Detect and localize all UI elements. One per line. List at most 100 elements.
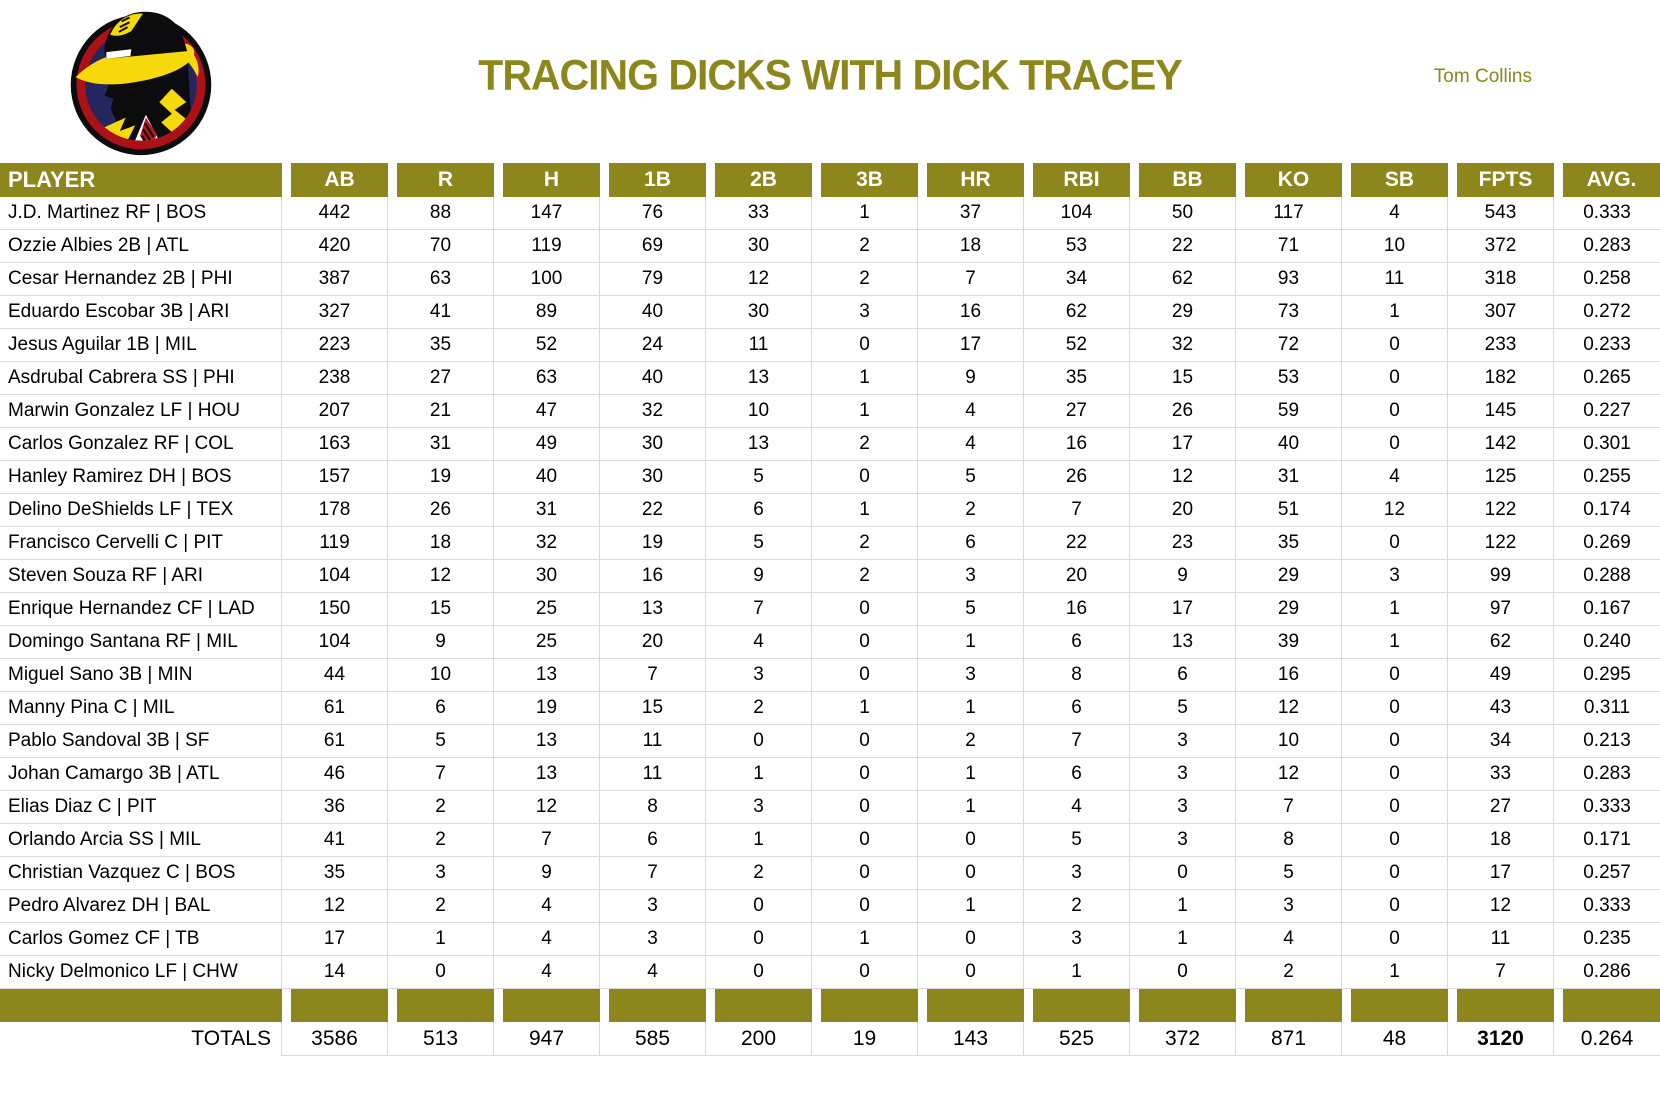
stat-cell[interactable]: 125	[1448, 461, 1554, 494]
stat-cell[interactable]: 0	[1342, 428, 1448, 461]
stat-cell[interactable]: 0.333	[1554, 197, 1660, 230]
column-header-player[interactable]: PLAYER	[0, 163, 282, 197]
totals-cell[interactable]: 3586	[282, 1022, 388, 1056]
stat-cell[interactable]: 16	[918, 296, 1024, 329]
stat-cell[interactable]: 5	[706, 461, 812, 494]
stat-cell[interactable]: 3	[1130, 791, 1236, 824]
stat-cell[interactable]: 47	[494, 395, 600, 428]
stat-cell[interactable]: 2	[812, 230, 918, 263]
stat-cell[interactable]: 0	[812, 824, 918, 857]
stat-cell[interactable]: 17	[1448, 857, 1554, 890]
totals-cell[interactable]: 19	[812, 1022, 918, 1056]
stat-cell[interactable]: 1	[1342, 593, 1448, 626]
stat-cell[interactable]: 7	[918, 263, 1024, 296]
stat-cell[interactable]: 0.272	[1554, 296, 1660, 329]
stat-cell[interactable]: 17	[1130, 428, 1236, 461]
stat-cell[interactable]: 4	[1024, 791, 1130, 824]
stat-cell[interactable]: 6	[706, 494, 812, 527]
stat-cell[interactable]: 26	[1130, 395, 1236, 428]
stat-cell[interactable]: 4	[1342, 461, 1448, 494]
stat-cell[interactable]: 5	[1130, 692, 1236, 725]
player-cell[interactable]: Steven Souza RF | ARI	[0, 560, 282, 593]
stat-cell[interactable]: 1	[1342, 626, 1448, 659]
stat-cell[interactable]: 30	[706, 230, 812, 263]
stat-cell[interactable]: 63	[494, 362, 600, 395]
totals-label[interactable]: TOTALS	[0, 1022, 282, 1056]
stat-cell[interactable]: 5	[918, 593, 1024, 626]
stat-cell[interactable]: 0	[1342, 659, 1448, 692]
stat-cell[interactable]: 99	[1448, 560, 1554, 593]
stat-cell[interactable]: 93	[1236, 263, 1342, 296]
stat-cell[interactable]: 1	[918, 626, 1024, 659]
stat-cell[interactable]: 327	[282, 296, 388, 329]
stat-cell[interactable]: 163	[282, 428, 388, 461]
stat-cell[interactable]: 5	[706, 527, 812, 560]
stat-cell[interactable]: 0.235	[1554, 923, 1660, 956]
player-cell[interactable]: Pablo Sandoval 3B | SF	[0, 725, 282, 758]
stat-cell[interactable]: 7	[1236, 791, 1342, 824]
stat-cell[interactable]: 2	[812, 560, 918, 593]
player-cell[interactable]: J.D. Martinez RF | BOS	[0, 197, 282, 230]
stat-cell[interactable]: 2	[918, 725, 1024, 758]
stat-cell[interactable]: 543	[1448, 197, 1554, 230]
stat-cell[interactable]: 9	[388, 626, 494, 659]
stat-cell[interactable]: 5	[1024, 824, 1130, 857]
stat-cell[interactable]: 0	[1342, 362, 1448, 395]
totals-cell[interactable]: 0.264	[1554, 1022, 1660, 1056]
stat-cell[interactable]: 12	[388, 560, 494, 593]
stat-cell[interactable]: 5	[918, 461, 1024, 494]
stat-cell[interactable]: 0	[812, 659, 918, 692]
player-cell[interactable]: Marwin Gonzalez LF | HOU	[0, 395, 282, 428]
stat-cell[interactable]: 0	[388, 956, 494, 989]
totals-cell[interactable]: 525	[1024, 1022, 1130, 1056]
stat-cell[interactable]: 6	[388, 692, 494, 725]
stat-cell[interactable]: 2	[812, 263, 918, 296]
stat-cell[interactable]: 3	[388, 857, 494, 890]
stat-cell[interactable]: 3	[1024, 857, 1130, 890]
stat-cell[interactable]: 104	[282, 560, 388, 593]
stat-cell[interactable]: 10	[706, 395, 812, 428]
column-header-3b[interactable]: 3B	[812, 163, 918, 197]
stat-cell[interactable]: 40	[600, 296, 706, 329]
stat-cell[interactable]: 2	[388, 824, 494, 857]
stat-cell[interactable]: 0.171	[1554, 824, 1660, 857]
stat-cell[interactable]: 6	[1024, 626, 1130, 659]
stat-cell[interactable]: 11	[600, 725, 706, 758]
stat-cell[interactable]: 26	[388, 494, 494, 527]
stat-cell[interactable]: 30	[600, 428, 706, 461]
stat-cell[interactable]: 22	[600, 494, 706, 527]
stat-cell[interactable]: 147	[494, 197, 600, 230]
stat-cell[interactable]: 31	[388, 428, 494, 461]
stat-cell[interactable]: 62	[1024, 296, 1130, 329]
stat-cell[interactable]: 7	[600, 659, 706, 692]
stat-cell[interactable]: 104	[282, 626, 388, 659]
stat-cell[interactable]: 21	[388, 395, 494, 428]
column-header-hr[interactable]: HR	[918, 163, 1024, 197]
stat-cell[interactable]: 25	[494, 626, 600, 659]
stat-cell[interactable]: 30	[706, 296, 812, 329]
stat-cell[interactable]: 7	[388, 758, 494, 791]
stat-cell[interactable]: 0	[1342, 857, 1448, 890]
stat-cell[interactable]: 61	[282, 725, 388, 758]
stat-cell[interactable]: 10	[1342, 230, 1448, 263]
stat-cell[interactable]: 3	[600, 923, 706, 956]
stat-cell[interactable]: 41	[282, 824, 388, 857]
stat-cell[interactable]: 40	[600, 362, 706, 395]
stat-cell[interactable]: 1	[388, 923, 494, 956]
stat-cell[interactable]: 2	[1024, 890, 1130, 923]
column-header-h[interactable]: H	[494, 163, 600, 197]
stat-cell[interactable]: 119	[494, 230, 600, 263]
stat-cell[interactable]: 0.240	[1554, 626, 1660, 659]
stat-cell[interactable]: 6	[600, 824, 706, 857]
stat-cell[interactable]: 0	[1342, 758, 1448, 791]
stat-cell[interactable]: 7	[1024, 494, 1130, 527]
stat-cell[interactable]: 12	[706, 263, 812, 296]
stat-cell[interactable]: 0	[812, 956, 918, 989]
player-cell[interactable]: Hanley Ramirez DH | BOS	[0, 461, 282, 494]
player-cell[interactable]: Carlos Gonzalez RF | COL	[0, 428, 282, 461]
stat-cell[interactable]: 0.286	[1554, 956, 1660, 989]
stat-cell[interactable]: 15	[388, 593, 494, 626]
stat-cell[interactable]: 0.288	[1554, 560, 1660, 593]
totals-cell[interactable]: 513	[388, 1022, 494, 1056]
stat-cell[interactable]: 25	[494, 593, 600, 626]
